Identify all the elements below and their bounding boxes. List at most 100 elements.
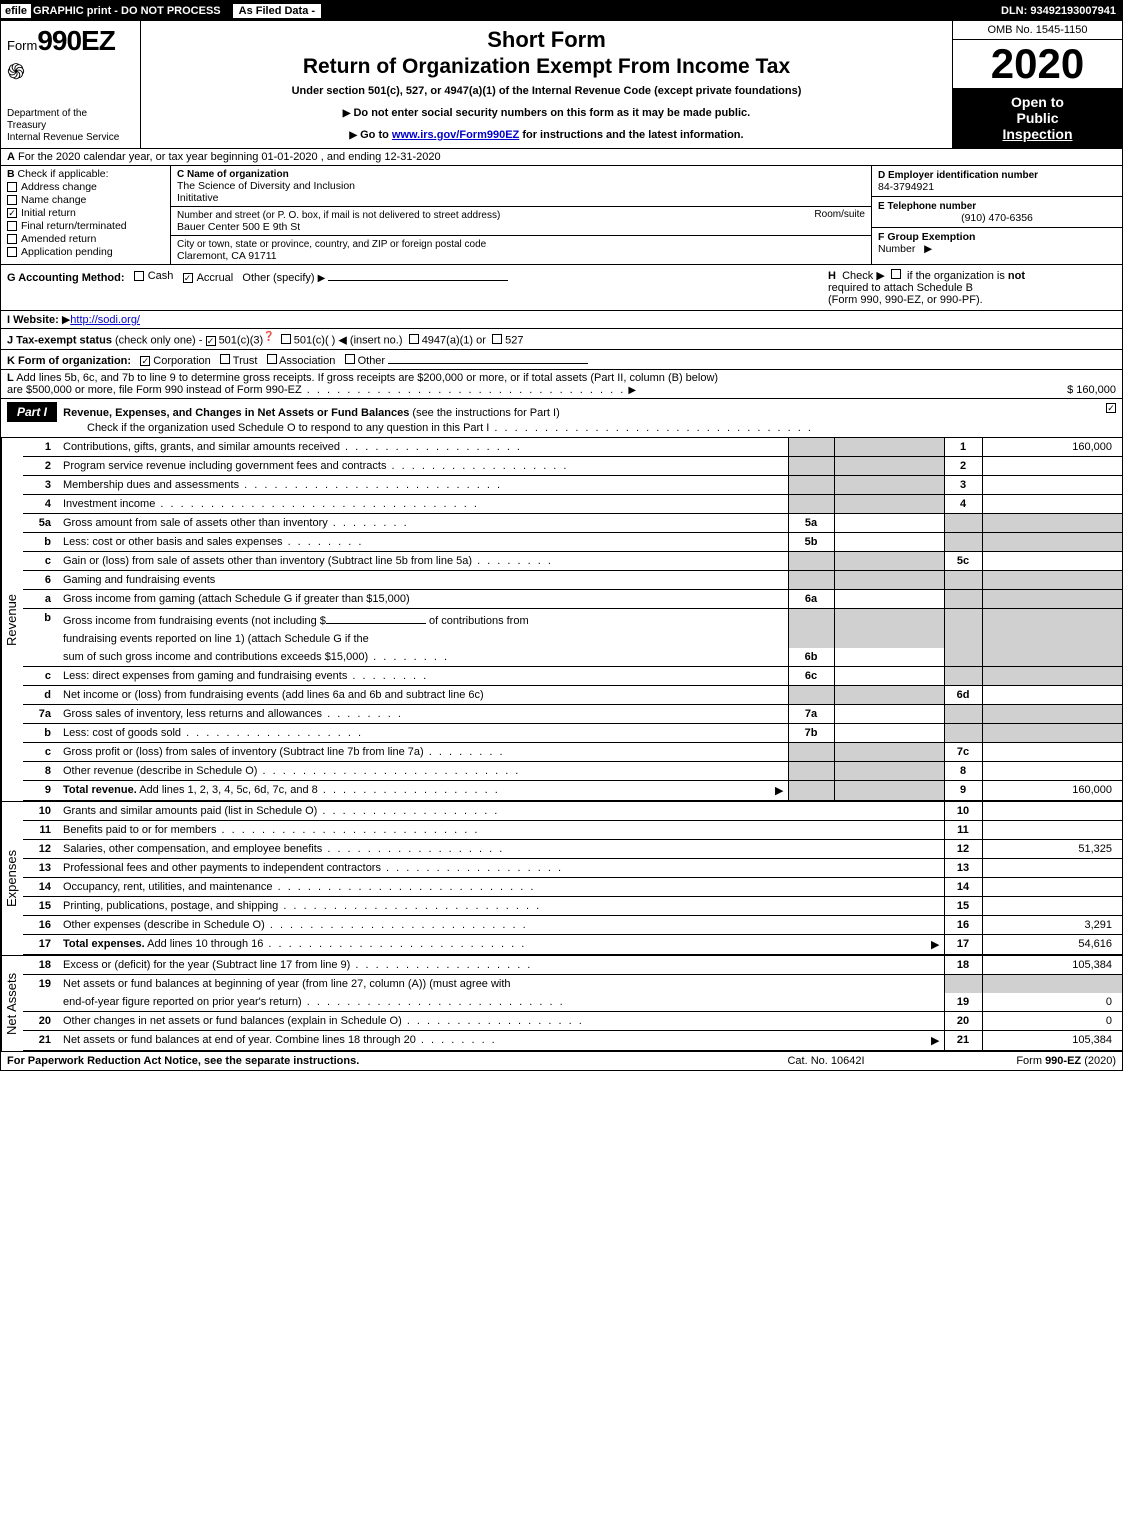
return-title: Return of Organization Exempt From Incom… xyxy=(149,55,944,79)
arrow-icon xyxy=(349,129,360,141)
line-6a-mc: 6a xyxy=(788,589,834,608)
lbl-527: 527 xyxy=(505,335,523,347)
line-9-rn: 9 xyxy=(944,780,982,800)
line-6b-mc: 6b xyxy=(788,648,834,667)
line-16-num: 16 xyxy=(23,915,59,934)
line-11-val xyxy=(982,820,1122,839)
shade-7c xyxy=(788,742,834,761)
lbl-other-method: Other (specify) xyxy=(242,272,314,284)
line-8-num: 8 xyxy=(23,761,59,780)
line-6a-num: a xyxy=(23,589,59,608)
lbl-assoc: Association xyxy=(279,355,335,367)
line-17-rn: 17 xyxy=(944,934,982,954)
chk-trust[interactable] xyxy=(220,354,230,364)
chk-initial-return[interactable]: ✓ xyxy=(7,208,17,218)
col-b: B Check if applicable: Address change Na… xyxy=(1,166,171,264)
shade-6b1v xyxy=(834,608,944,630)
shade-6b2 xyxy=(788,630,834,648)
irs-link[interactable]: www.irs.gov/Form990EZ xyxy=(392,129,519,141)
open-line1: Open to xyxy=(957,94,1118,110)
line-18-val: 105,384 xyxy=(982,956,1122,975)
line-5a-desc: Gross amount from sale of assets other t… xyxy=(59,513,788,532)
line-6c-desc: Less: direct expenses from gaming and fu… xyxy=(59,666,788,685)
shade-6 xyxy=(788,570,834,589)
chk-amended-return[interactable] xyxy=(7,234,17,244)
chk-501c[interactable] xyxy=(281,334,291,344)
revenue-section: Revenue 1Contributions, gifts, grants, a… xyxy=(1,438,1122,802)
chk-accrual[interactable]: ✓ xyxy=(183,273,193,283)
org-name-block: C Name of organization The Science of Di… xyxy=(171,166,871,207)
shade-6d xyxy=(788,685,834,704)
expenses-section: Expenses 10Grants and similar amounts pa… xyxy=(1,802,1122,956)
chk-final-return[interactable] xyxy=(7,221,17,231)
short-form-title: Short Form xyxy=(149,27,944,53)
line-5b-desc: Less: cost or other basis and sales expe… xyxy=(59,532,788,551)
tax-year: 2020 xyxy=(953,40,1122,88)
line-7b-desc: Less: cost of goods sold xyxy=(59,723,788,742)
lbl-insert: (insert no.) xyxy=(350,335,403,347)
line-19-num: 19 xyxy=(23,974,59,993)
chk-address-change[interactable] xyxy=(7,182,17,192)
line-3-desc: Membership dues and assessments xyxy=(59,475,788,494)
line-10-rn: 10 xyxy=(944,802,982,821)
line-4-rn: 4 xyxy=(944,494,982,513)
line-6b-mv xyxy=(834,648,944,667)
lbl-accrual: Accrual xyxy=(197,272,234,284)
line-13-num: 13 xyxy=(23,858,59,877)
row-g: G Accounting Method: Cash ✓ Accrual Othe… xyxy=(1,265,822,310)
chk-schedule-o[interactable]: ✓ xyxy=(1106,403,1116,413)
line-5c-val xyxy=(982,551,1122,570)
line-20-desc: Other changes in net assets or fund bala… xyxy=(59,1011,944,1030)
line-17-val: 54,616 xyxy=(982,934,1122,954)
h-check: Check ▶ xyxy=(842,270,885,282)
chk-other-org[interactable] xyxy=(345,354,355,364)
netassets-table: 18Excess or (deficit) for the year (Subt… xyxy=(23,956,1122,1051)
chk-cash[interactable] xyxy=(134,271,144,281)
chk-name-change[interactable] xyxy=(7,195,17,205)
line-17-num: 17 xyxy=(23,934,59,954)
chk-527[interactable] xyxy=(492,334,502,344)
lbl-cash: Cash xyxy=(148,270,174,282)
f-arrow-icon: ▶ xyxy=(924,243,932,255)
help-icon-1[interactable]: ❓ xyxy=(263,331,274,341)
chk-application-pending[interactable] xyxy=(7,247,17,257)
revenue-sidelabel: Revenue xyxy=(1,438,23,801)
line-5a-mc: 5a xyxy=(788,513,834,532)
lbl-4947: 4947(a)(1) or xyxy=(422,335,486,347)
line-5b-mc: 5b xyxy=(788,532,834,551)
shade-6b1 xyxy=(788,608,834,630)
line-8-val xyxy=(982,761,1122,780)
shade-4v xyxy=(834,494,944,513)
shade-6dv xyxy=(834,685,944,704)
shade-7a-rn xyxy=(944,704,982,723)
row-l: L Add lines 5b, 6c, and 7b to line 9 to … xyxy=(1,370,1122,399)
line-11-rn: 11 xyxy=(944,820,982,839)
open-line3: Inspection xyxy=(957,126,1118,142)
line-7a-num: 7a xyxy=(23,704,59,723)
ein-value: 84-3794921 xyxy=(878,181,934,193)
revenue-table: 1Contributions, gifts, grants, and simil… xyxy=(23,438,1122,801)
shade-1 xyxy=(788,438,834,457)
chk-501c3[interactable]: ✓ xyxy=(206,336,216,346)
shade-2v xyxy=(834,456,944,475)
lbl-corp: Corporation xyxy=(153,355,210,367)
chk-4947[interactable] xyxy=(409,334,419,344)
chk-schedule-b[interactable] xyxy=(891,269,901,279)
chk-corp[interactable]: ✓ xyxy=(140,356,150,366)
line-7b-num: b xyxy=(23,723,59,742)
form-label: Form990EZ xyxy=(7,38,115,53)
line-6b-num: b xyxy=(23,608,59,630)
line-7c-desc: Gross profit or (loss) from sales of inv… xyxy=(59,742,788,761)
org-name-label: C Name of organization xyxy=(177,169,289,180)
h-text2: if the organization is xyxy=(907,270,1008,282)
chk-assoc[interactable] xyxy=(267,354,277,364)
org-city: Claremont, CA 91711 xyxy=(177,250,277,262)
line-14-desc: Occupancy, rent, utilities, and maintena… xyxy=(59,877,944,896)
line-a-text: For the 2020 calendar year, or tax year … xyxy=(18,151,441,163)
shade-6a-rv xyxy=(982,589,1122,608)
line-1-val: 160,000 xyxy=(982,438,1122,457)
website-link[interactable]: http://sodi.org/ xyxy=(70,314,140,326)
arrow-line-2: Go to www.irs.gov/Form990EZ for instruct… xyxy=(149,129,944,141)
line-7a-mv xyxy=(834,704,944,723)
line-2-desc: Program service revenue including govern… xyxy=(59,456,788,475)
